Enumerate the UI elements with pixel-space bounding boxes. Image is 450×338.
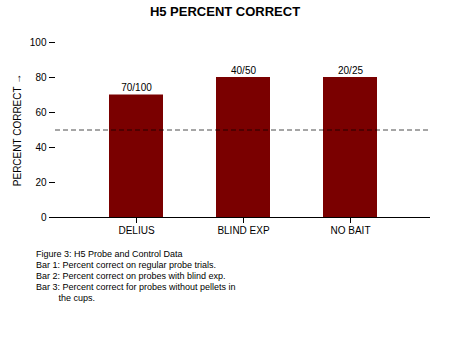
svg-text:PERCENT CORRECT →: PERCENT CORRECT → [12, 74, 23, 186]
svg-text:20/25: 20/25 [338, 65, 363, 76]
svg-text:60: 60 [35, 107, 47, 118]
svg-text:BLIND EXP: BLIND EXP [217, 225, 270, 236]
svg-text:0: 0 [41, 212, 47, 223]
svg-text:NO BAIT: NO BAIT [330, 225, 370, 236]
svg-text:70/100: 70/100 [121, 82, 152, 93]
svg-text:80: 80 [35, 72, 47, 83]
svg-text:20: 20 [35, 177, 47, 188]
html-text:H5 PERCENT CORRECT: H5 PERCENT CORRECT [149, 4, 301, 19]
svg-text:DELIUS: DELIUS [118, 225, 154, 236]
svg-text:40: 40 [35, 142, 47, 153]
html-text:Figure 3: H5 Probe and Control: Figure 3: H5 Probe and Control Data Bar … [36, 249, 236, 303]
svg-text:40/50: 40/50 [231, 65, 256, 76]
svg-text:100: 100 [30, 37, 47, 48]
